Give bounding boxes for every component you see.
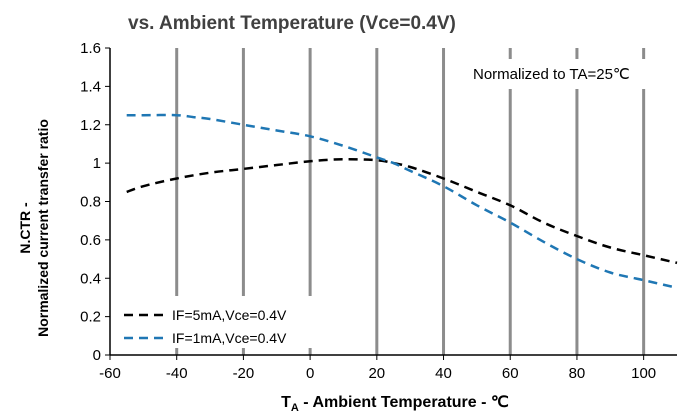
series-lines [126,113,678,290]
legend-label-1: IF=1mA,Vce=0.4V [172,330,287,346]
x-tick-label-1: -40 [166,365,188,382]
legend-background [118,296,328,348]
annotation-text: Normalized to TA=25℃ [473,66,630,83]
series-line-1 [126,113,678,290]
x-axis-title-subscript: A [291,402,299,414]
y-tick-label-2: 0.4 [80,270,101,287]
y-axis-title-line2: Normalized current transfer ratio [35,119,51,337]
y-tick-label-4: 0.8 [80,194,101,211]
x-tick-label-3: 0 [306,365,314,382]
y-tick-labels: 0 0.2 0.4 0.6 0.8 1 1.2 1.4 1.6 [80,40,101,364]
x-tick-label-0: -60 [99,365,121,382]
x-axis-title-rest: - Ambient Temperature - ℃ [299,394,509,411]
y-tick-label-3: 0.6 [80,232,101,249]
series-line-0 [126,158,678,265]
x-tick-labels: -60 -40 -20 0 20 40 60 80 100 [99,365,656,382]
x-axis-title: TA - Ambient Temperature - ℃ [281,394,509,414]
x-tick-label-5: 40 [435,365,452,382]
x-tick-label-2: -20 [233,365,255,382]
y-tick-label-1: 0.2 [80,309,101,326]
y-tick-label-7: 1.4 [80,78,101,95]
legend-label-0: IF=5mA,Vce=0.4V [172,307,287,323]
y-tick-label-6: 1.2 [80,117,101,134]
y-axis-title: N.CTR - Normalized current transfer rati… [17,119,51,337]
y-tick-label-8: 1.6 [80,40,101,57]
y-axis-title-line1: N.CTR - [17,202,33,254]
annotation-background [459,59,677,89]
x-axis-title-prefix: T [281,394,291,411]
chart-title: vs. Ambient Temperature (Vce=0.4V) [128,13,456,34]
x-tick-label-7: 80 [569,365,586,382]
axes [105,47,677,360]
annotation-box: Normalized to TA=25℃ [459,59,677,89]
x-tick-label-8: 100 [631,365,656,382]
x-tick-label-6: 60 [502,365,519,382]
legend: IF=5mA,Vce=0.4V IF=1mA,Vce=0.4V [118,296,328,348]
y-tick-label-0: 0 [93,347,101,364]
x-tick-label-4: 20 [368,365,385,382]
y-tick-label-5: 1 [93,155,101,172]
grid-lines [175,48,646,355]
